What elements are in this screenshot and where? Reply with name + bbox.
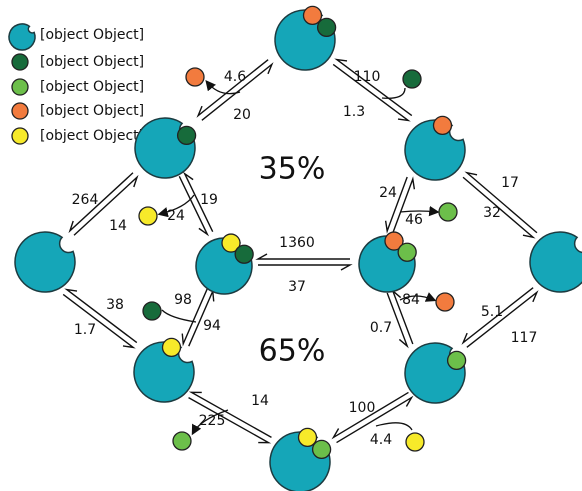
rate-constant: 110 — [354, 69, 381, 85]
rate-constant: 1.7 — [74, 322, 96, 338]
rate-constant: 4.6 — [224, 69, 246, 85]
ligand — [434, 116, 452, 134]
ligand — [403, 70, 421, 88]
rate-constant: 117 — [511, 330, 538, 346]
rate-constant: 100 — [349, 400, 376, 416]
rate-constant: 14 — [251, 393, 269, 409]
ligand — [448, 351, 466, 369]
rate-constant: 1360 — [279, 235, 315, 251]
rate-constant: 0.7 — [370, 320, 392, 336]
rate-constant: 5.1 — [481, 304, 503, 320]
ligand — [406, 433, 424, 451]
rate-constant: 94 — [203, 318, 221, 334]
binding-arrow — [162, 310, 196, 322]
ligand — [12, 54, 28, 70]
enzyme — [530, 232, 582, 292]
ligand — [398, 243, 416, 261]
ligand — [12, 79, 28, 95]
ligand — [139, 207, 157, 225]
ligand — [304, 6, 322, 24]
percentage: 65% — [259, 334, 326, 369]
kinetic-scheme: [object Object] [object Object] [object Ob… — [0, 0, 582, 491]
rate-constant: 4.4 — [370, 432, 392, 448]
rate-constant: 37 — [288, 279, 306, 295]
rate-constant: 14 — [109, 218, 127, 234]
ligand — [436, 293, 454, 311]
legend-label: [object Object] — [40, 54, 144, 70]
enzyme — [15, 232, 75, 292]
rate-constant: 38 — [106, 297, 124, 313]
ligand — [439, 203, 457, 221]
ligand — [173, 432, 191, 450]
arrow — [258, 265, 350, 270]
ligand — [143, 302, 161, 320]
rate-constant: 225 — [199, 413, 226, 429]
rate-constant: 19 — [200, 192, 218, 208]
arrow — [258, 254, 350, 259]
ligand — [163, 338, 181, 356]
rate-constant: 20 — [233, 107, 251, 123]
rate-constant: 24 — [167, 208, 185, 224]
percentage: 35% — [259, 152, 326, 187]
legend-label: [object Object] — [40, 27, 144, 43]
rate-constant: 17 — [501, 175, 519, 191]
ligand — [186, 68, 204, 86]
rate-constant: 32 — [483, 205, 501, 221]
ligand — [235, 245, 253, 263]
ligand — [318, 18, 336, 36]
ligand — [12, 103, 28, 119]
ligand — [299, 428, 317, 446]
rate-constant: 1.3 — [343, 104, 365, 120]
enzyme — [9, 24, 35, 50]
binding-arrow — [376, 423, 412, 430]
rate-constant: 46 — [405, 212, 423, 228]
legend-label: [object Object] — [40, 79, 144, 95]
rate-constant: 98 — [174, 292, 192, 308]
rate-constant: 264 — [72, 192, 99, 208]
ligand — [313, 440, 331, 458]
legend-label: [object Object] — [40, 128, 144, 144]
rate-constant: 84 — [402, 292, 420, 308]
ligand — [178, 126, 196, 144]
rate-constant: 24 — [379, 185, 397, 201]
ligand — [12, 128, 28, 144]
legend-label: [object Object] — [40, 103, 144, 119]
